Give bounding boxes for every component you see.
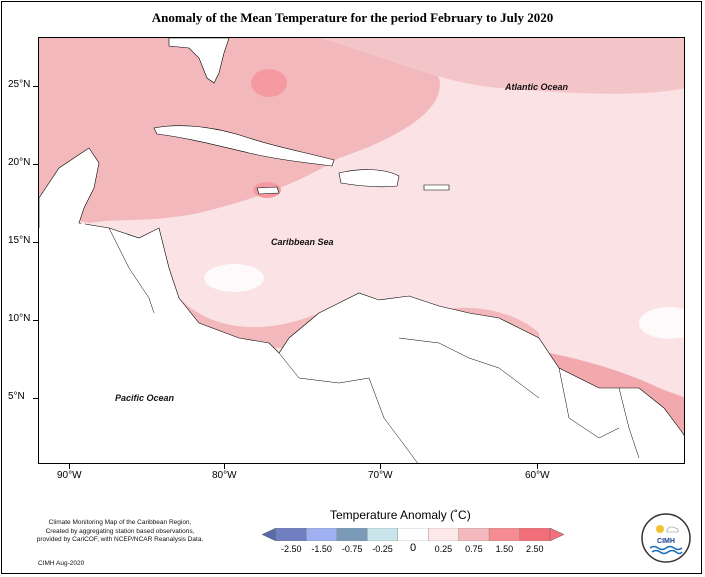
anomaly-zone-north xyxy=(39,38,440,223)
land-puerto-rico xyxy=(423,184,450,191)
legend-swatch xyxy=(428,528,459,541)
cimh-logo: CIMH xyxy=(641,513,691,563)
lon-label-90w: 90°W xyxy=(57,470,82,481)
legend-title: Temperature Anomaly (˚C) xyxy=(330,508,471,522)
lat-label-10n: 10°N xyxy=(8,313,31,324)
wave-icon-2 xyxy=(651,549,683,555)
legend-arrow-right xyxy=(549,528,564,541)
border-suriname xyxy=(618,387,640,459)
wave-icon xyxy=(649,545,683,551)
legend-swatch xyxy=(488,528,520,541)
lat-tick xyxy=(33,320,38,321)
border-guyana xyxy=(558,367,620,439)
legend-swatch xyxy=(306,528,338,541)
legend-arrow-left xyxy=(262,528,277,541)
anomaly-low-patch xyxy=(204,264,264,292)
legend-swatch xyxy=(275,528,307,541)
legend-tick-label: -0.75 xyxy=(341,544,363,554)
legend-swatch xyxy=(336,528,368,541)
legend-tick-label: -1.50 xyxy=(311,544,332,554)
legend-swatches xyxy=(275,528,551,541)
lon-label-60w: 60°W xyxy=(525,470,550,481)
anomaly-zone-northeast xyxy=(319,38,684,94)
lat-label-25n: 25°N xyxy=(8,79,31,90)
lat-tick xyxy=(33,86,38,87)
label-atlantic-ocean: Atlantic Ocean xyxy=(505,82,569,92)
credits-line-1: Climate Monitoring Map of the Caribbean … xyxy=(48,519,192,526)
lat-label-5n: 5°N xyxy=(8,391,25,402)
lat-tick xyxy=(33,164,38,165)
legend-swatch xyxy=(519,528,551,541)
border-venezuela xyxy=(398,337,540,399)
legend-tick-label: -2.50 xyxy=(280,544,302,554)
map-area xyxy=(38,37,685,464)
legend-swatch xyxy=(367,528,398,541)
lon-label-80w: 80°W xyxy=(212,470,237,481)
logo-text: CIMH xyxy=(657,538,675,545)
cloud-icon xyxy=(666,526,679,533)
credits-date: CIMH Aug-2020 xyxy=(38,560,85,567)
legend-tick-label: 0 xyxy=(409,542,417,554)
legend-tick-label: 0.75 xyxy=(465,544,483,554)
credits-block: Climate Monitoring Map of the Caribbean … xyxy=(30,519,210,545)
map-title: Anomaly of the Mean Temperature for the … xyxy=(151,10,554,25)
label-pacific-ocean: Pacific Ocean xyxy=(115,393,175,403)
lon-tick xyxy=(69,464,70,469)
anomaly-hotspot-bahamas xyxy=(251,69,287,97)
land-florida xyxy=(168,38,230,84)
legend-tick-label: 1.50 xyxy=(495,544,514,554)
legend-colorbar xyxy=(262,528,564,541)
land-cuba xyxy=(153,125,335,167)
lat-label-15n: 15°N xyxy=(8,235,31,246)
anomaly-map xyxy=(39,38,684,463)
lat-tick xyxy=(33,242,38,243)
legend-swatch xyxy=(397,528,429,541)
legend-tick-label: 2.50 xyxy=(526,544,544,554)
lon-tick xyxy=(224,464,225,469)
pacific-area xyxy=(39,223,274,463)
lat-label-20n: 20°N xyxy=(8,157,31,168)
anomaly-low-patch-east xyxy=(639,307,684,339)
legend-swatch xyxy=(458,528,490,541)
legend-tick-label: 0.25 xyxy=(434,544,453,554)
lon-tick xyxy=(380,464,381,469)
lon-tick xyxy=(537,464,538,469)
label-caribbean-sea: Caribbean Sea xyxy=(271,237,334,247)
land-jamaica xyxy=(256,186,280,195)
border-colombia xyxy=(278,352,418,463)
legend-tick-label: -0.25 xyxy=(372,544,393,554)
lat-tick xyxy=(33,398,38,399)
credits-line-2: Created by aggregating station based obs… xyxy=(45,527,195,535)
credits-line-3: provided by CariCOF, with NCEP/NCAR Rean… xyxy=(36,536,204,543)
sun-icon xyxy=(656,525,664,533)
lon-label-70w: 70°W xyxy=(368,470,393,481)
land-hispaniola xyxy=(338,169,400,188)
